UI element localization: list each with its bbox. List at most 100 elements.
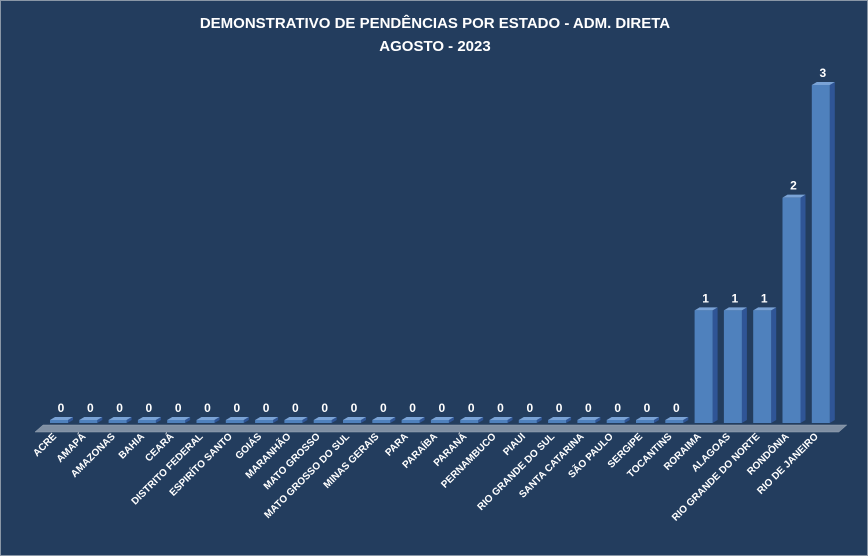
bar-top [167, 417, 191, 420]
data-label: 0 [526, 401, 533, 415]
bar-side [185, 417, 191, 423]
bar-side [654, 417, 659, 423]
data-label: 0 [87, 401, 94, 415]
bar-side [683, 417, 689, 423]
bar [401, 420, 420, 423]
bar [548, 420, 567, 423]
bar-side [536, 417, 542, 423]
bar-top [665, 417, 689, 420]
data-label: 2 [790, 179, 797, 193]
bar [225, 420, 244, 423]
bar-side [419, 417, 425, 423]
bar [196, 420, 215, 423]
bar [636, 420, 654, 423]
bar-top [782, 194, 806, 198]
bar [577, 420, 596, 423]
data-label: 0 [644, 401, 651, 415]
chart-floor [34, 424, 848, 433]
category-label: ACRE [31, 431, 59, 459]
bar-top [313, 417, 337, 420]
bar-top [430, 417, 454, 420]
data-label: 0 [175, 401, 182, 415]
bar-top [196, 417, 220, 420]
bar-side [390, 417, 396, 423]
data-label: 0 [351, 401, 358, 415]
data-label: 0 [585, 401, 592, 415]
bar [723, 310, 742, 423]
bar-top [401, 417, 425, 420]
bar [665, 420, 684, 423]
bar [372, 420, 391, 423]
bar [430, 420, 449, 423]
data-label: 1 [761, 291, 768, 305]
bar-side [829, 82, 835, 423]
bar [79, 420, 98, 423]
bar-side [273, 417, 279, 423]
data-label: 0 [556, 401, 563, 415]
bar [518, 420, 537, 423]
bar-side [771, 307, 777, 423]
bar-top [636, 417, 659, 420]
bar-top [137, 417, 161, 420]
bar [489, 420, 508, 423]
bar [108, 420, 127, 423]
data-label: 0 [233, 401, 240, 415]
data-label: 0 [58, 401, 65, 415]
bar-side [448, 417, 454, 423]
bar-top [225, 417, 249, 420]
data-label: 0 [673, 401, 680, 415]
bar-top [694, 307, 718, 311]
bar-top [343, 417, 366, 420]
bar-top [723, 307, 747, 311]
data-label: 0 [204, 401, 211, 415]
data-label: 0 [409, 401, 416, 415]
bar-top [489, 417, 513, 420]
bar [753, 310, 772, 423]
bar-side [800, 194, 806, 423]
bar-side [595, 417, 601, 423]
bar [782, 197, 801, 423]
data-label: 0 [497, 401, 504, 415]
bar-side [741, 307, 747, 423]
bar-top [50, 417, 73, 420]
bar-top [577, 417, 601, 420]
data-label: 1 [702, 291, 709, 305]
bar [606, 420, 625, 423]
bar-side [243, 417, 249, 423]
bar-side [68, 417, 73, 423]
bar-side [302, 417, 308, 423]
data-label: 0 [468, 401, 475, 415]
bar-side [97, 417, 103, 423]
bar-side [624, 417, 630, 423]
data-label: 0 [116, 401, 123, 415]
bar-top [811, 82, 835, 85]
bar-top [284, 417, 308, 420]
category-label: PIAUI [501, 431, 528, 458]
data-label: 0 [292, 401, 299, 415]
bar-top [108, 417, 132, 420]
data-label: 0 [146, 401, 153, 415]
data-label: 0 [321, 401, 328, 415]
bar-side [566, 417, 572, 423]
bar [255, 420, 274, 423]
bar [460, 420, 479, 423]
data-label: 1 [732, 291, 739, 305]
bar [313, 420, 332, 423]
bar-side [712, 307, 718, 423]
category-label: MINAS GERAIS [322, 431, 382, 491]
bar [137, 420, 156, 423]
bar [811, 85, 830, 423]
bar-top [255, 417, 279, 420]
data-label: 0 [263, 401, 270, 415]
bar [167, 420, 186, 423]
bar-side [478, 417, 484, 423]
category-label: PERNAMBUCO [439, 431, 498, 490]
bar-side [214, 417, 220, 423]
bar [284, 420, 303, 423]
bar-top [518, 417, 542, 420]
bar-top [753, 307, 777, 311]
bar-top [460, 417, 484, 420]
bar-side [155, 417, 161, 423]
bar-side [361, 417, 366, 423]
